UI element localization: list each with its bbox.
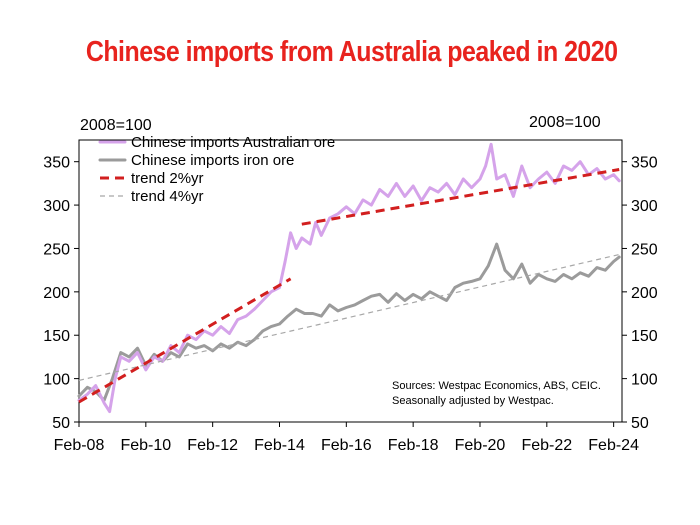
axes: 50 50 100 100 150 150 200 200 250 250 300 300 350 350… bbox=[43, 139, 658, 454]
x-tick-label: Feb-14 bbox=[254, 437, 305, 454]
x-tick-label: Feb-16 bbox=[321, 437, 372, 454]
y-tick-label-right: 350 bbox=[631, 155, 658, 172]
x-tick-label: Feb-10 bbox=[120, 437, 171, 454]
x-tick-label: Feb-08 bbox=[54, 437, 105, 454]
x-tick-label: Feb-12 bbox=[187, 437, 238, 454]
series-line-trend-4pct bbox=[78, 253, 620, 381]
adjustment-note: Seasonally adjusted by Westpac. bbox=[392, 395, 554, 407]
series-lines bbox=[77, 142, 621, 414]
y-tick-label-left: 50 bbox=[52, 415, 70, 432]
series-line-trend-2pct-segment-1 bbox=[78, 277, 292, 404]
y-tick-label-right: 150 bbox=[631, 328, 658, 345]
chart-title: Chinese imports from Australia peaked in… bbox=[85, 36, 618, 68]
y-tick-label-right: 200 bbox=[631, 285, 658, 302]
legend-item-trend-4pct-label: trend 4%yr bbox=[131, 188, 204, 205]
y-tick-label-left: 300 bbox=[43, 198, 70, 215]
y-tick-label-right: 300 bbox=[631, 198, 658, 215]
y-tick-label-left: 350 bbox=[43, 155, 70, 172]
y-tick-label-left: 150 bbox=[43, 328, 70, 345]
right-axis-unit: 2008=100 bbox=[529, 114, 601, 131]
x-tick-label: Feb-18 bbox=[388, 437, 439, 454]
series-line-trend-2pct-segment-2 bbox=[301, 168, 620, 226]
series-line-australian-ore bbox=[77, 142, 621, 414]
y-tick-label-left: 100 bbox=[43, 372, 70, 389]
series-line-iron-ore bbox=[77, 242, 621, 402]
y-tick-label-left: 200 bbox=[43, 285, 70, 302]
source-note: Sources: Westpac Economics, ABS, CEIC. bbox=[392, 380, 601, 392]
y-tick-label-right: 100 bbox=[631, 372, 658, 389]
y-tick-label-right: 250 bbox=[631, 241, 658, 258]
plot-frame bbox=[78, 139, 623, 423]
y-tick-label-left: 250 bbox=[43, 241, 70, 258]
x-tick-label: Feb-20 bbox=[455, 437, 506, 454]
x-tick-label: Feb-24 bbox=[588, 437, 639, 454]
legend-item-trend-2pct-label: trend 2%yr bbox=[131, 170, 204, 187]
x-tick-label: Feb-22 bbox=[521, 437, 572, 454]
legend-item-australian-ore-label: Chinese imports Australian ore bbox=[131, 134, 335, 151]
legend-item-iron-ore-label: Chinese imports iron ore bbox=[131, 152, 294, 169]
left-axis-unit: 2008=100 bbox=[80, 117, 152, 134]
y-tick-label-right: 50 bbox=[631, 415, 649, 432]
